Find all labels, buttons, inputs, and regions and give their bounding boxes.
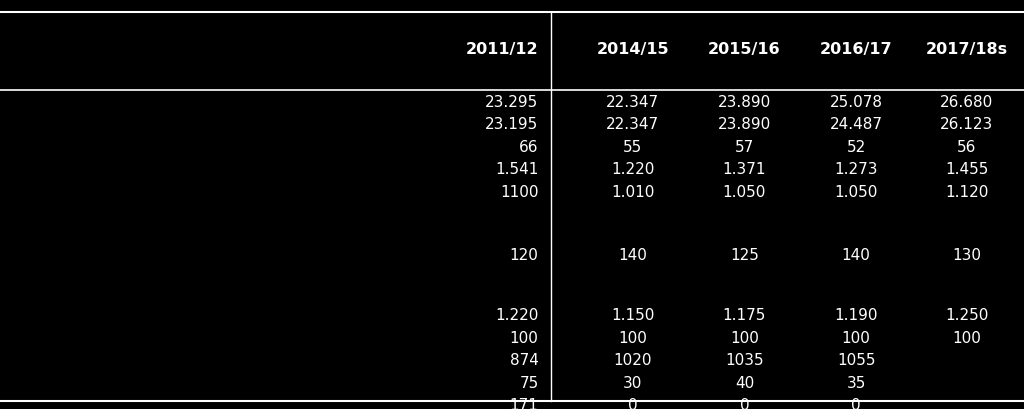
Text: 1.273: 1.273 <box>835 162 878 177</box>
Text: 2011/12: 2011/12 <box>466 42 539 56</box>
Text: 140: 140 <box>842 248 870 263</box>
Text: 26.123: 26.123 <box>940 117 993 132</box>
Text: 100: 100 <box>730 331 759 346</box>
Text: 22.347: 22.347 <box>606 95 659 110</box>
Text: 1055: 1055 <box>837 353 876 369</box>
Text: 100: 100 <box>952 331 981 346</box>
Text: 23.295: 23.295 <box>485 95 539 110</box>
Text: 1.220: 1.220 <box>496 308 539 324</box>
Text: 140: 140 <box>618 248 647 263</box>
Text: 0: 0 <box>739 398 750 409</box>
Text: 0: 0 <box>851 398 861 409</box>
Text: 1020: 1020 <box>613 353 652 369</box>
Text: 120: 120 <box>510 248 539 263</box>
Text: 1.371: 1.371 <box>723 162 766 177</box>
Text: 25.078: 25.078 <box>829 95 883 110</box>
Text: 40: 40 <box>735 376 754 391</box>
Text: 1.541: 1.541 <box>496 162 539 177</box>
Text: 52: 52 <box>847 140 865 155</box>
Text: 1.050: 1.050 <box>835 185 878 200</box>
Text: 75: 75 <box>519 376 539 391</box>
Text: 100: 100 <box>842 331 870 346</box>
Text: 56: 56 <box>957 140 976 155</box>
Text: 874: 874 <box>510 353 539 369</box>
Text: 57: 57 <box>735 140 754 155</box>
Text: 100: 100 <box>618 331 647 346</box>
Text: 1035: 1035 <box>725 353 764 369</box>
Text: 23.890: 23.890 <box>718 95 771 110</box>
Text: 1.250: 1.250 <box>945 308 988 324</box>
Text: 1.175: 1.175 <box>723 308 766 324</box>
Text: 22.347: 22.347 <box>606 117 659 132</box>
Text: 1.190: 1.190 <box>835 308 878 324</box>
Text: 1.455: 1.455 <box>945 162 988 177</box>
Text: 1.010: 1.010 <box>611 185 654 200</box>
Text: 1.220: 1.220 <box>611 162 654 177</box>
Text: 1.150: 1.150 <box>611 308 654 324</box>
Text: 0: 0 <box>628 398 638 409</box>
Text: 24.487: 24.487 <box>829 117 883 132</box>
Text: 23.195: 23.195 <box>485 117 539 132</box>
Text: 26.680: 26.680 <box>940 95 993 110</box>
Text: 2015/16: 2015/16 <box>709 42 780 56</box>
Text: 1100: 1100 <box>500 185 539 200</box>
Text: 2017/18s: 2017/18s <box>926 42 1008 56</box>
Text: 2016/17: 2016/17 <box>820 42 892 56</box>
Text: 35: 35 <box>847 376 865 391</box>
Text: 1.120: 1.120 <box>945 185 988 200</box>
Text: 66: 66 <box>519 140 539 155</box>
Text: 171: 171 <box>510 398 539 409</box>
Text: 23.890: 23.890 <box>718 117 771 132</box>
Text: 130: 130 <box>952 248 981 263</box>
Text: 1.050: 1.050 <box>723 185 766 200</box>
Text: 100: 100 <box>510 331 539 346</box>
Text: 55: 55 <box>624 140 642 155</box>
Text: 30: 30 <box>624 376 642 391</box>
Text: 125: 125 <box>730 248 759 263</box>
Text: 2014/15: 2014/15 <box>597 42 669 56</box>
